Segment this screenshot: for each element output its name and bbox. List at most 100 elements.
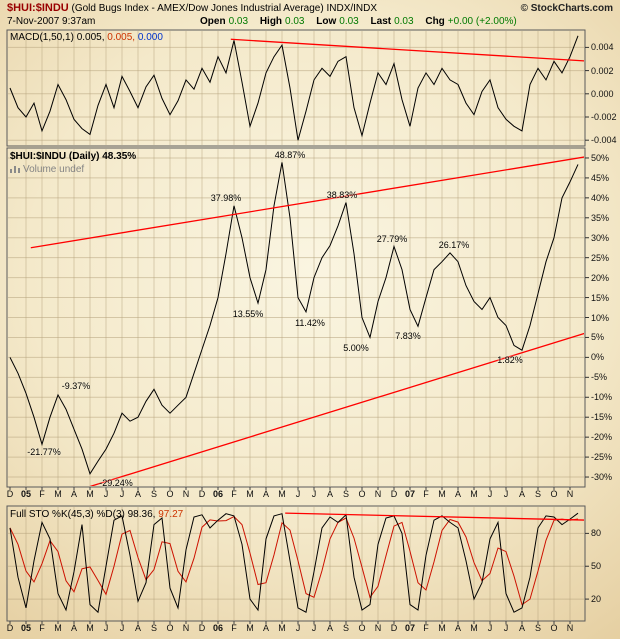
main-axis-tick: 10% [591, 312, 610, 323]
last-value: 0.03 [394, 16, 414, 27]
sto-axis-tick: 80 [591, 528, 602, 539]
x-axis-month-label: D [6, 623, 14, 633]
ticker-symbol: $HUI:$INDU [7, 2, 69, 14]
volume-label-text: Volume undef [23, 164, 85, 175]
x-axis-month-label: A [70, 489, 78, 499]
x-axis-month-label: J [119, 489, 125, 499]
price-annotation: 38.83% [326, 190, 358, 200]
x-axis-month-label: S [150, 489, 158, 499]
price-annotation: 1.82% [497, 355, 523, 365]
x-axis-month-label: N [374, 623, 382, 633]
x-axis-month-label: J [103, 623, 109, 633]
x-axis-month-label: N [182, 489, 190, 499]
main-axis-tick: -25% [591, 452, 613, 463]
main-axis-tick: 30% [591, 232, 610, 243]
ticker-exchange: INDX/INDX [326, 3, 378, 14]
sto-axis-tick: 50 [591, 561, 602, 572]
price-annotation: -21.77% [27, 447, 61, 457]
x-axis-month-label: O [358, 489, 366, 499]
x-axis-year-label: 06 [212, 489, 224, 499]
x-axis-month-label: M [86, 489, 94, 499]
chart-title: $HUI:$INDU (Gold Bugs Index - AMEX/Dow J… [7, 2, 377, 14]
x-axis-month-label: A [326, 623, 334, 633]
x-axis-month-label: J [295, 623, 301, 633]
main-panel-label: $HUI:$INDU (Daily) 48.35% [10, 151, 137, 162]
sto-k-value: 98.36, [127, 509, 156, 520]
x-axis-month-label: A [262, 489, 270, 499]
x-axis-month-label: A [134, 489, 142, 499]
x-axis-month-label: M [246, 623, 254, 633]
x-axis-month-label: N [566, 623, 574, 633]
x-axis-month-label: M [438, 489, 446, 499]
x-axis-month-label: F [231, 489, 237, 499]
main-axis-tick: 35% [591, 212, 610, 223]
x-axis-year-label: 06 [212, 623, 224, 633]
x-axis-month-label: A [326, 489, 334, 499]
main-axis-tick: 0% [591, 352, 605, 363]
x-axis-month-label: S [342, 623, 350, 633]
price-annotation: 48.87% [274, 150, 306, 160]
open-value: 0.03 [228, 16, 249, 27]
main-axis-tick: -15% [591, 412, 613, 423]
macd-axis-tick: -0.004 [591, 135, 617, 146]
quote-summary: Open 0.03 High 0.03 Low 0.03 Last 0.03 Chg +0… [200, 16, 517, 27]
price-annotation: 27.79% [376, 234, 408, 244]
x-axis-month-label: M [54, 489, 62, 499]
x-axis-month-label: J [311, 623, 317, 633]
x-axis-month-label: M [86, 623, 94, 633]
x-axis-month-label: J [487, 623, 493, 633]
main-axis-tick: 15% [591, 292, 610, 303]
main-axis-tick: 20% [591, 272, 610, 283]
x-axis-month-label: M [470, 489, 478, 499]
stockcharts-copyright: © StockCharts.com [520, 3, 613, 14]
x-axis-month-label: O [550, 489, 558, 499]
x-axis-month-label: J [311, 489, 317, 499]
x-axis-month-label: M [278, 489, 286, 499]
x-axis-month-label: J [119, 623, 125, 633]
x-axis-month-label: J [295, 489, 301, 499]
sto-d-value: 97.27 [158, 509, 184, 520]
price-annotation: 7.83% [395, 331, 421, 341]
x-axis-year-label: 07 [404, 623, 416, 633]
x-axis-month-label: S [150, 623, 158, 633]
x-axis-month-label: S [534, 623, 542, 633]
x-axis-month-label: F [423, 489, 429, 499]
x-axis-month-label: M [246, 489, 254, 499]
price-annotation: -29.24% [99, 478, 133, 488]
main-axis-tick: -20% [591, 432, 613, 443]
main-axis-tick: 40% [591, 192, 610, 203]
price-annotation: 26.17% [438, 240, 470, 250]
x-axis-month-label: D [390, 489, 398, 499]
high-label: High [259, 16, 283, 27]
x-axis-month-label: A [262, 623, 270, 633]
x-axis-month-label: D [198, 623, 206, 633]
main-axis-tick: 5% [591, 332, 605, 343]
macd-axis-tick: 0.002 [591, 65, 614, 76]
x-axis-month-label: M [54, 623, 62, 633]
x-axis-month-label: A [134, 623, 142, 633]
last-label: Last [370, 16, 392, 27]
x-axis-month-label: F [39, 489, 45, 499]
x-axis-month-label: M [278, 623, 286, 633]
main-axis-tick: -30% [591, 472, 613, 483]
x-axis-month-label: O [358, 623, 366, 633]
x-axis-month-label: F [231, 623, 237, 633]
x-axis-month-label: J [487, 489, 493, 499]
macd-value-3: 0.000 [137, 32, 163, 43]
x-axis-month-label: O [550, 623, 558, 633]
x-axis-month-label: A [518, 489, 526, 499]
sto-axis-tick: 20 [591, 594, 602, 605]
x-axis-month-label: A [454, 623, 462, 633]
x-axis-month-label: A [70, 623, 78, 633]
x-axis-month-label: O [166, 623, 174, 633]
x-axis-year-label: 05 [20, 623, 32, 633]
chg-label: Chg [425, 16, 445, 27]
macd-value-1: 0.005, [76, 32, 105, 43]
x-axis-month-label: D [198, 489, 206, 499]
chart-datetime: 7-Nov-2007 9:37am [7, 16, 96, 27]
macd-name: MACD(1,50,1) [10, 32, 74, 43]
volume-icon [10, 166, 20, 173]
x-axis-month-label: J [503, 623, 509, 633]
price-annotation: 13.55% [232, 309, 264, 319]
price-annotation: 37.98% [210, 193, 242, 203]
